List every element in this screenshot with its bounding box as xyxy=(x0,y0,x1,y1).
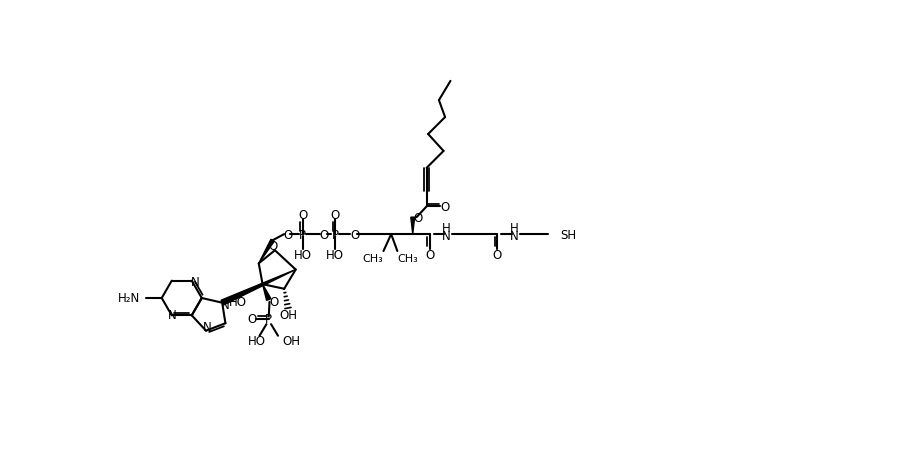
Text: HO: HO xyxy=(230,295,248,308)
Text: O: O xyxy=(320,228,328,241)
Text: P: P xyxy=(331,228,338,241)
Text: OH: OH xyxy=(283,334,301,347)
Text: O: O xyxy=(350,228,360,241)
Text: O: O xyxy=(268,240,277,253)
Text: HO: HO xyxy=(248,334,266,347)
Text: N: N xyxy=(442,230,451,243)
Text: O: O xyxy=(284,228,292,241)
Text: H: H xyxy=(442,222,451,235)
Text: P: P xyxy=(299,228,306,241)
Text: P: P xyxy=(266,313,272,325)
Text: O: O xyxy=(248,313,256,325)
Text: O: O xyxy=(440,200,450,213)
Text: SH: SH xyxy=(560,228,576,241)
Text: CH₃: CH₃ xyxy=(397,253,418,263)
Text: O: O xyxy=(330,208,339,221)
Polygon shape xyxy=(221,270,296,306)
Text: N: N xyxy=(510,230,518,243)
Text: O: O xyxy=(425,249,435,262)
Text: HO: HO xyxy=(293,249,311,262)
Text: H: H xyxy=(510,222,518,235)
Text: N: N xyxy=(191,275,200,288)
Text: CH₃: CH₃ xyxy=(363,253,383,263)
Text: O: O xyxy=(493,249,502,262)
Text: N: N xyxy=(202,321,211,334)
Polygon shape xyxy=(258,240,274,264)
Text: N: N xyxy=(220,299,230,312)
Text: H₂N: H₂N xyxy=(118,291,140,304)
Text: OH: OH xyxy=(279,309,297,322)
Text: HO: HO xyxy=(326,249,344,262)
Text: O: O xyxy=(269,295,279,308)
Text: O: O xyxy=(413,212,423,225)
Polygon shape xyxy=(410,218,415,235)
Polygon shape xyxy=(263,285,271,301)
Text: N: N xyxy=(168,308,177,321)
Text: O: O xyxy=(298,208,307,221)
